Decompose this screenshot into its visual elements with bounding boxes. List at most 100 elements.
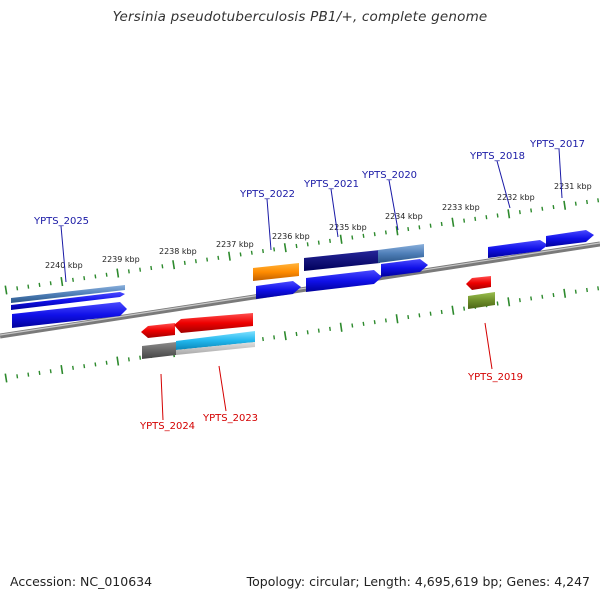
gene-ypts-2023-feature-lightgray[interactable] [176, 342, 255, 355]
minor-tick [474, 216, 477, 222]
minor-tick [273, 335, 276, 340]
gene-ypts-2024-feature-gray[interactable] [142, 342, 176, 359]
tick-label: 2235 kbp [329, 223, 367, 232]
minor-tick [429, 311, 432, 316]
major-tick [507, 297, 511, 307]
major-tick [4, 285, 8, 295]
minor-tick [49, 281, 52, 286]
gene-ypts-2022-arrow[interactable] [256, 281, 301, 299]
gene-label-ypts-2021[interactable]: YPTS_2021 [303, 179, 359, 190]
gene-ypts-2025-feature-blue[interactable] [11, 292, 125, 310]
minor-tick [83, 276, 86, 281]
gene-label-ypts-2024[interactable]: YPTS_2024 [139, 421, 195, 432]
minor-tick [351, 235, 354, 240]
minor-tick [574, 201, 577, 206]
gene-ypts-2025-arrow[interactable] [12, 302, 127, 328]
minor-tick [440, 309, 443, 315]
tick-label: 2240 kbp [45, 261, 83, 270]
gene-label-ypts-2019[interactable]: YPTS_2019 [467, 372, 523, 383]
minor-tick [105, 360, 108, 365]
minor-tick [597, 286, 600, 291]
tick-labels: 2231 kbp 2232 kbp 2233 kbp 2234 kbp 2235… [45, 182, 592, 270]
leader-line-ypts-2019 [484, 322, 493, 370]
tick-label: 2233 kbp [442, 203, 480, 212]
gene-label-ypts-2025[interactable]: YPTS_2025 [33, 216, 89, 227]
tick-label: 2231 kbp [554, 182, 592, 191]
minor-tick [362, 321, 365, 326]
gene-ypts-2020-arrow[interactable] [381, 259, 428, 277]
leader-line-ypts-2022 [266, 198, 272, 251]
forward-gene-labels: YPTS_2017 YPTS_2018 YPTS_2020 YPTS_2021 … [33, 139, 585, 283]
minor-tick [94, 362, 97, 367]
gene-ypts-2024-arrow[interactable] [141, 323, 175, 338]
minor-tick [384, 230, 387, 235]
major-tick [60, 276, 64, 287]
accession-text: Accession: NC_010634 [10, 574, 153, 589]
tick-label: 2236 kbp [272, 232, 310, 241]
major-tick [451, 305, 455, 315]
minor-tick [306, 242, 309, 247]
gene-ypts-2019-arrow[interactable] [466, 276, 491, 290]
minor-tick [273, 247, 276, 252]
major-tick [339, 322, 343, 332]
minor-tick [194, 259, 197, 264]
gene-ypts-2021-feature-navy[interactable] [304, 250, 380, 271]
major-tick [283, 331, 287, 341]
tick-label: 2232 kbp [497, 193, 535, 202]
minor-tick [295, 331, 298, 337]
minor-tick [139, 355, 142, 360]
minor-tick [373, 320, 376, 325]
genome-backbone [0, 241, 600, 339]
leader-line-ypts-2018 [496, 160, 511, 209]
minor-tick [72, 277, 74, 282]
gene-label-ypts-2017[interactable]: YPTS_2017 [529, 139, 585, 150]
gene-ypts-2018-arrow[interactable] [488, 240, 548, 258]
minor-tick [16, 374, 19, 379]
leader-line-ypts-2024 [160, 373, 164, 421]
gene-label-ypts-2022[interactable]: YPTS_2022 [239, 189, 295, 200]
major-tick [339, 234, 343, 244]
gene-ypts-2019-feature-olive[interactable] [468, 292, 495, 309]
leader-line-ypts-2020 [388, 179, 399, 231]
minor-tick [306, 330, 309, 335]
gene-ypts-2025-feature-steel[interactable] [11, 285, 125, 303]
minor-tick [250, 250, 253, 255]
minor-tick [429, 223, 432, 228]
minor-tick [518, 298, 521, 303]
minor-tick [586, 287, 588, 293]
major-tick [172, 260, 176, 270]
minor-tick [72, 365, 74, 370]
gene-label-ypts-2018[interactable]: YPTS_2018 [469, 151, 525, 162]
map-title: Yersinia pseudotuberculosis PB1/+, compl… [112, 9, 488, 25]
minor-tick [518, 210, 521, 215]
gene-label-ypts-2023[interactable]: YPTS_2023 [202, 413, 258, 424]
gene-label-ypts-2020[interactable]: YPTS_2020 [361, 170, 417, 181]
minor-tick [27, 372, 30, 377]
tick-row-inner [4, 286, 600, 383]
gene-ypts-2021-arrow[interactable] [306, 270, 382, 292]
leader-line-ypts-2025 [60, 225, 67, 283]
gene-ypts-2022-feature-orange[interactable] [253, 263, 299, 281]
major-tick [228, 251, 231, 261]
gene-ypts-2017-arrow[interactable] [546, 230, 594, 247]
major-tick [4, 373, 8, 383]
minor-tick [351, 323, 354, 328]
reverse-gene-labels: YPTS_2019 YPTS_2023 YPTS_2024 [139, 322, 523, 432]
minor-tick [463, 218, 466, 223]
leader-line-ypts-2021 [330, 188, 339, 238]
minor-tick [38, 370, 41, 376]
minor-tick [552, 292, 555, 298]
tick-label: 2237 kbp [216, 240, 254, 249]
reverse-strand-features [141, 276, 495, 359]
minor-tick [127, 357, 130, 362]
tick-label: 2238 kbp [159, 247, 197, 256]
minor-tick [362, 233, 365, 238]
minor-tick [239, 252, 242, 257]
major-tick [60, 364, 64, 375]
gene-ypts-2023-arrow[interactable] [174, 313, 253, 333]
gene-ypts-2020-feature-steel[interactable] [378, 244, 424, 263]
minor-tick [217, 255, 220, 260]
gene-ypts-2023-feature-cyan[interactable] [176, 331, 255, 350]
minor-tick [530, 296, 533, 301]
minor-tick [384, 318, 387, 323]
